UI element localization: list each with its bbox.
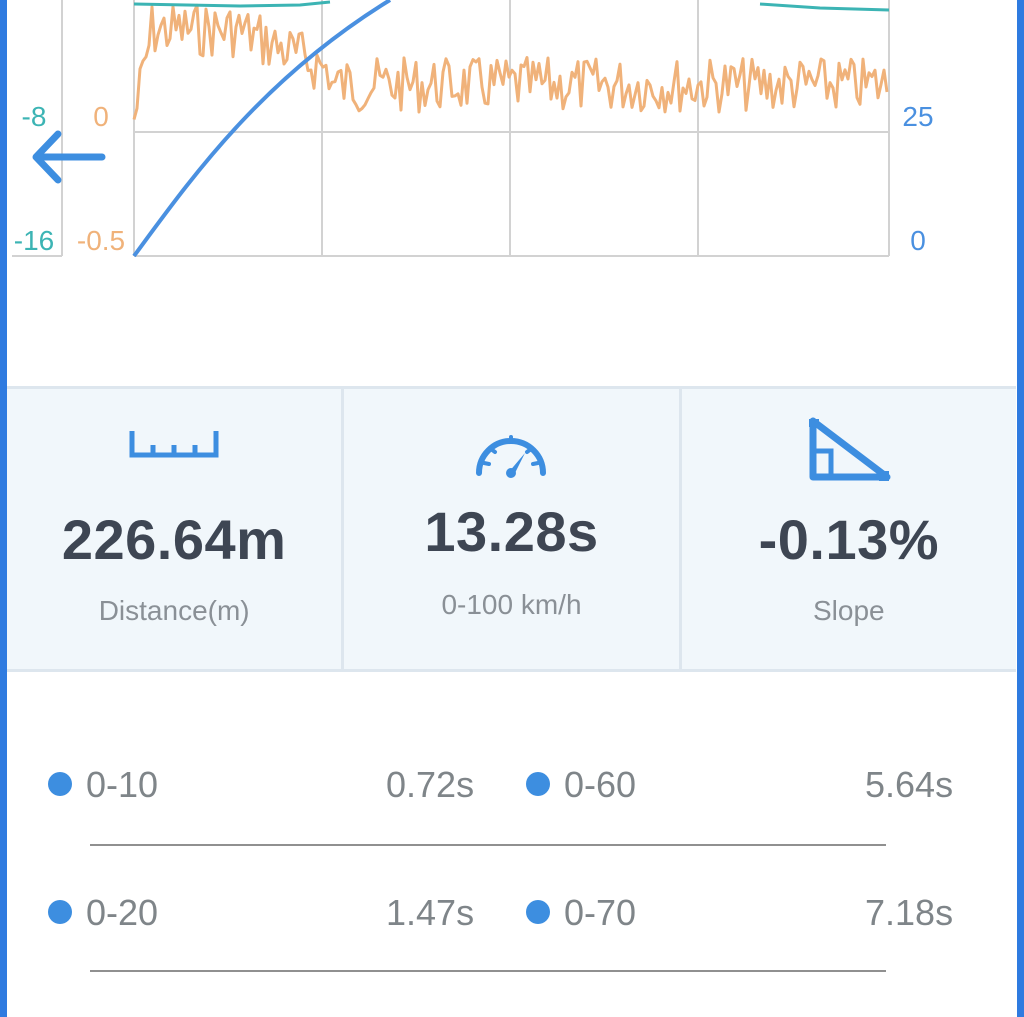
slope-icon bbox=[808, 417, 891, 481]
split-label: 0-60 bbox=[564, 764, 637, 805]
split-bullet-icon bbox=[526, 900, 550, 924]
distance-stat: 226.64m Distance(m) bbox=[7, 389, 341, 669]
split-bullet-icon bbox=[48, 900, 72, 924]
chart-grid bbox=[12, 0, 890, 257]
ruler-icon bbox=[129, 431, 219, 458]
acceleration-chart: -8 -16 0 -0.5 25 0 bbox=[12, 0, 934, 258]
screen-frame-left bbox=[0, 0, 7, 1017]
divider bbox=[90, 844, 886, 846]
slope-stat: -0.13% Slope bbox=[678, 389, 1016, 669]
stats-panel: 226.64m Distance(m) 13.28s 0-100 km/h -0… bbox=[7, 386, 1016, 672]
split-label: 0-10 bbox=[86, 764, 159, 805]
split-time: 1.47s bbox=[386, 892, 475, 933]
speedometer-icon bbox=[476, 435, 547, 478]
acceleration-series-line bbox=[132, 3, 889, 120]
slope-label: Slope bbox=[813, 595, 885, 626]
distance-label: Distance(m) bbox=[98, 595, 250, 626]
split-time: 5.64s bbox=[865, 764, 954, 805]
split-bullet-icon bbox=[526, 772, 550, 796]
slope-value: -0.13% bbox=[758, 508, 940, 571]
arrow-left-icon bbox=[32, 130, 106, 184]
speed-series-line bbox=[132, 0, 392, 258]
slope-series-line bbox=[133, 0, 331, 8]
left-inner-tick-bottom: -0.5 bbox=[77, 225, 125, 256]
slope-series-line bbox=[759, 2, 890, 12]
split-bullet-icon bbox=[48, 772, 72, 796]
split-time: 0.72s bbox=[386, 764, 475, 805]
split-times-list: 0-10 0.72s 0-60 5.64s 0-20 1.47s 0-70 7.… bbox=[0, 672, 1024, 1017]
distance-value: 226.64m bbox=[61, 508, 287, 571]
acceleration-time-value: 13.28s bbox=[424, 500, 599, 563]
split-time: 7.18s bbox=[865, 892, 954, 933]
left-inner-tick-top: 0 bbox=[93, 101, 109, 132]
divider bbox=[90, 970, 886, 972]
acceleration-time-label: 0-100 km/h bbox=[441, 589, 582, 620]
acceleration-time-stat: 13.28s 0-100 km/h bbox=[341, 389, 678, 669]
left-outer-tick-top: -8 bbox=[22, 101, 47, 132]
back-button[interactable] bbox=[28, 122, 112, 192]
split-label: 0-70 bbox=[564, 892, 637, 933]
right-tick-top: 25 bbox=[902, 101, 933, 132]
screen-frame-right bbox=[1017, 0, 1024, 1017]
split-label: 0-20 bbox=[86, 892, 159, 933]
right-tick-bottom: 0 bbox=[910, 225, 926, 256]
left-outer-tick-bottom: -16 bbox=[14, 225, 54, 256]
